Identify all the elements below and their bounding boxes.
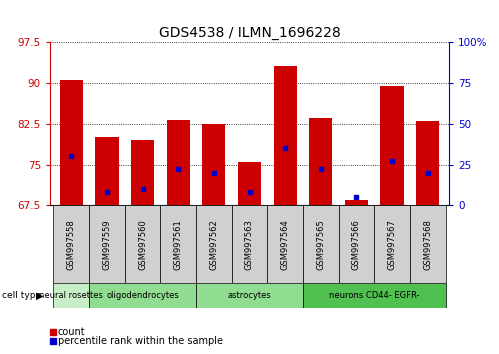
Bar — [267, 205, 303, 283]
Bar — [89, 205, 125, 283]
Bar — [60, 80, 83, 205]
Bar — [202, 124, 226, 205]
Bar — [95, 137, 119, 205]
Text: neurons CD44- EGFR-: neurons CD44- EGFR- — [329, 291, 420, 300]
Text: GSM997558: GSM997558 — [67, 219, 76, 270]
Text: GSM997564: GSM997564 — [280, 219, 289, 270]
Bar — [345, 200, 368, 205]
Text: percentile rank within the sample: percentile rank within the sample — [58, 336, 223, 346]
Text: oligodendrocytes: oligodendrocytes — [106, 291, 179, 300]
Text: GSM997565: GSM997565 — [316, 219, 325, 270]
Bar — [160, 205, 196, 283]
Bar — [53, 205, 89, 283]
Text: GSM997559: GSM997559 — [102, 219, 111, 270]
Text: astrocytes: astrocytes — [228, 291, 271, 300]
Text: GSM997560: GSM997560 — [138, 219, 147, 270]
Bar — [309, 119, 332, 205]
Bar — [89, 283, 196, 308]
Bar — [131, 139, 154, 205]
Bar — [303, 205, 339, 283]
Bar — [238, 162, 261, 205]
Bar — [410, 205, 446, 283]
Bar — [303, 283, 446, 308]
Bar — [167, 120, 190, 205]
Text: GSM997568: GSM997568 — [423, 219, 432, 270]
Text: cell type: cell type — [2, 291, 41, 300]
Text: ▶: ▶ — [36, 291, 44, 301]
Bar — [125, 205, 160, 283]
Bar — [273, 66, 297, 205]
Text: GSM997562: GSM997562 — [210, 219, 219, 270]
Bar — [381, 86, 404, 205]
Bar — [53, 283, 89, 308]
Bar — [416, 121, 439, 205]
Text: count: count — [58, 326, 85, 337]
Text: GSM997561: GSM997561 — [174, 219, 183, 270]
Text: GSM997563: GSM997563 — [245, 219, 254, 270]
Text: GSM997566: GSM997566 — [352, 219, 361, 270]
Bar — [196, 205, 232, 283]
Title: GDS4538 / ILMN_1696228: GDS4538 / ILMN_1696228 — [159, 26, 340, 40]
Bar — [196, 283, 303, 308]
Text: GSM997567: GSM997567 — [388, 219, 397, 270]
Bar — [374, 205, 410, 283]
Bar — [339, 205, 374, 283]
Bar — [232, 205, 267, 283]
Text: neural rosettes: neural rosettes — [39, 291, 103, 300]
